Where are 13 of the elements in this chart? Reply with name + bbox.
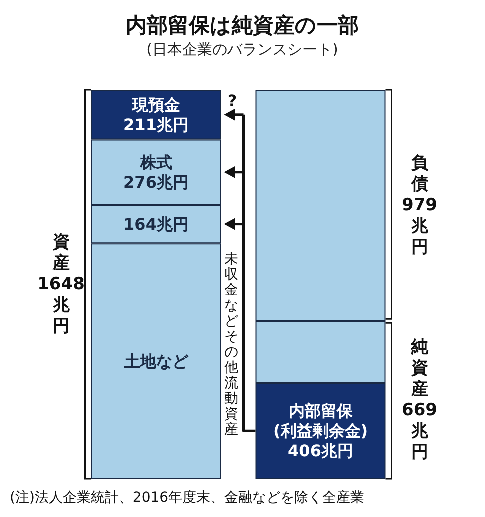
annotation: 負債979兆円 [402, 154, 438, 258]
data-label: 株式 276兆円 [124, 152, 189, 192]
chart-subtitle: (日本企業のバランスシート) [146, 40, 338, 58]
data-label: 内部留保 (利益剰余金) 406兆円 [273, 402, 368, 461]
annotation: 純資産669兆円 [402, 338, 438, 463]
text: 未収金などその他流動資産 [224, 251, 238, 438]
annotation: ? [228, 91, 238, 110]
data-label: 164兆円 [124, 214, 189, 234]
data-label: 土地など [123, 352, 190, 371]
data-label: 現預金 211兆円 [124, 95, 189, 134]
annotation: 資産1648兆円 [38, 232, 85, 336]
chart-title: 内部留保は純資産の一部 [126, 14, 359, 38]
text: (注)法人企業統計、2016年度末、金融などを除く全産業 [10, 490, 365, 506]
